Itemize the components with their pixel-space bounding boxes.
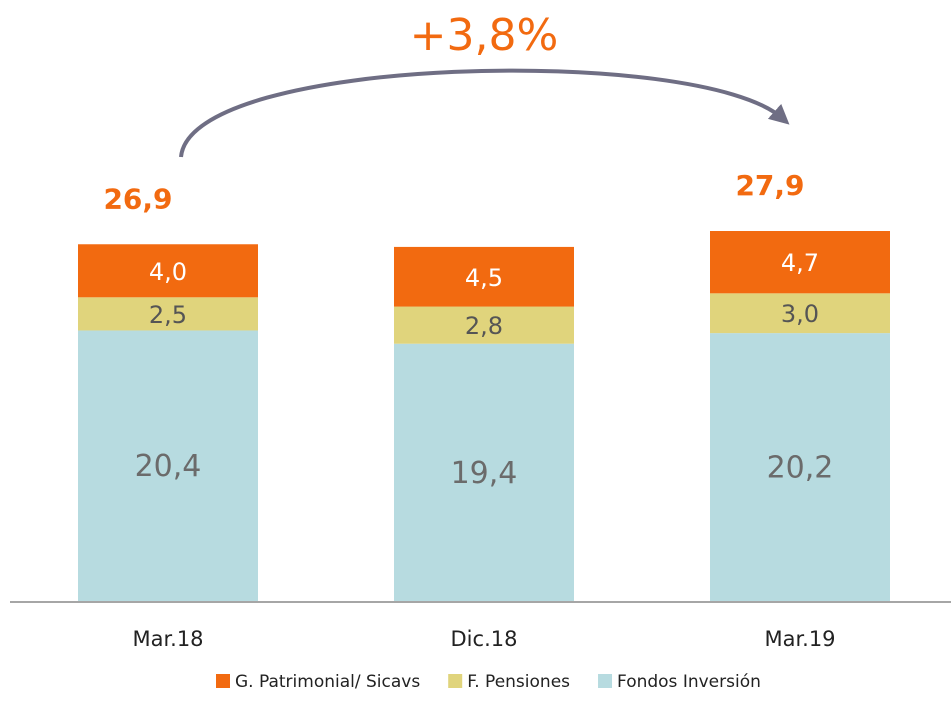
bar-segment — [710, 231, 890, 294]
total-label: 26,9 — [103, 182, 172, 215]
legend-swatch — [448, 674, 463, 688]
value-label: 19,4 — [451, 456, 518, 491]
bar-segment — [710, 293, 890, 334]
bar-segment — [78, 330, 258, 601]
bar-segment — [78, 244, 258, 298]
value-label: 2,8 — [465, 312, 503, 340]
value-label: 20,2 — [767, 451, 834, 486]
legend-swatch — [216, 674, 230, 688]
x-tick-label: Mar.18 — [132, 627, 203, 651]
total-label: 27,9 — [735, 169, 804, 202]
value-label: 2,5 — [149, 301, 187, 329]
value-label: 4,5 — [465, 264, 503, 292]
bar-segment — [710, 333, 890, 601]
value-label: 4,0 — [149, 258, 187, 286]
bar-segment — [394, 306, 574, 344]
growth-arrow — [179, 68, 790, 158]
value-label: 4,7 — [781, 249, 819, 277]
legend-label: G. Patrimonial/ Sicavs — [235, 672, 420, 692]
legend-swatch — [598, 674, 613, 688]
bar-segment — [78, 297, 258, 331]
bar-segment — [394, 343, 574, 601]
growth-annotation: +3,8% — [410, 10, 559, 61]
value-label: 3,0 — [781, 300, 819, 328]
legend-label: Fondos Inversión — [617, 672, 761, 692]
legend-label: F. Pensiones — [467, 672, 570, 692]
x-tick-label: Mar.19 — [764, 627, 835, 651]
bar-segment — [394, 246, 574, 307]
x-tick-label: Dic.18 — [451, 627, 518, 651]
value-label: 20,4 — [135, 449, 202, 484]
